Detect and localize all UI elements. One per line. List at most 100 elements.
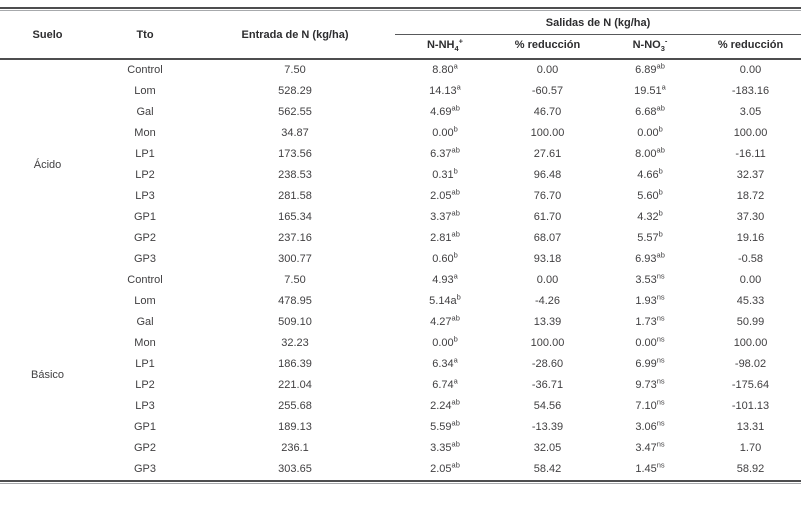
table-row: LP2 221.04 6.74a -36.71 9.73ns -175.64	[0, 375, 801, 396]
table-header: Suelo Tto Entrada de N (kg/ha) Salidas d…	[0, 11, 801, 60]
no3-cell: 0.00ns	[600, 333, 700, 354]
nh4-significance: ab	[451, 208, 460, 218]
no3-significance: ns	[656, 271, 665, 281]
table-row: LP3 255.68 2.24ab 54.56 7.10ns -101.13	[0, 396, 801, 417]
nh4-label: N-NH	[426, 39, 455, 51]
no3-value: 6.68	[635, 106, 657, 118]
reduccion-nh4-cell: 13.39	[533, 316, 562, 328]
table-row: GP2 237.16 2.81ab 68.07 5.57b 19.16	[0, 228, 801, 249]
no3-significance: ab	[656, 61, 665, 71]
reduccion-nh4-cell: 27.61	[533, 148, 562, 160]
nh4-significance: b	[453, 124, 458, 134]
reduccion-no3-cell: 19.16	[736, 232, 765, 244]
entrada-cell: 221.04	[278, 379, 312, 391]
nh4-cell: 4.69ab	[395, 102, 495, 123]
nh4-value: 8.80	[432, 64, 454, 76]
table-row: Mon 32.23 0.00b 100.00 0.00ns 100.00	[0, 333, 801, 354]
table-body: Ácido Control 7.50 8.80a 0.00 6.89ab 0.00…	[0, 59, 801, 480]
no3-cell: 1.93ns	[600, 291, 700, 312]
no3-value: 5.57	[637, 232, 659, 244]
no3-cell: 6.93ab	[600, 249, 700, 270]
table-row: GP1 189.13 5.59ab -13.39 3.06ns 13.31	[0, 417, 801, 438]
treatment-cell: GP3	[133, 253, 156, 265]
entrada-cell: 478.95	[278, 295, 312, 307]
no3-value: 6.99	[635, 358, 657, 370]
nh4-cell: 6.37ab	[395, 144, 495, 165]
table-row: GP3 303.65 2.05ab 58.42 1.45ns 58.92	[0, 459, 801, 480]
nh4-value: 0.60	[432, 253, 454, 265]
no3-superscript: -	[664, 36, 668, 46]
entrada-cell: 7.50	[284, 64, 306, 76]
entrada-cell: 189.13	[278, 421, 312, 433]
no3-value: 6.93	[635, 253, 657, 265]
nh4-significance: b	[453, 166, 458, 176]
entrada-cell: 238.53	[278, 169, 312, 181]
nh4-value: 3.35	[430, 442, 452, 454]
table-row: Lom 478.95 5.14ab -4.26 1.93ns 45.33	[0, 291, 801, 312]
treatment-cell: GP1	[133, 211, 156, 223]
column-header-suelo: Suelo	[0, 11, 95, 60]
no3-significance: ns	[656, 376, 665, 386]
table-row: LP3 281.58 2.05ab 76.70 5.60b 18.72	[0, 186, 801, 207]
entrada-cell: 562.55	[278, 106, 312, 118]
no3-value: 3.06	[635, 421, 657, 433]
no3-significance: b	[658, 229, 663, 239]
treatment-cell: GP1	[133, 421, 156, 433]
no3-value: 0.00	[635, 337, 657, 349]
entrada-cell: 509.10	[278, 316, 312, 328]
nh4-value: 14.13	[429, 85, 457, 97]
no3-cell: 4.66b	[600, 165, 700, 186]
reduccion-no3-cell: 45.33	[736, 295, 765, 307]
treatment-cell: GP3	[133, 463, 156, 475]
reduccion-no3-cell: 100.00	[733, 337, 768, 349]
entrada-cell: 303.65	[278, 463, 312, 475]
entrada-cell: 237.16	[278, 232, 312, 244]
treatment-cell: LP1	[135, 148, 155, 160]
treatment-cell: LP2	[135, 379, 155, 391]
reduccion-nh4-cell: 32.05	[533, 442, 562, 454]
nh4-cell: 6.34a	[395, 354, 495, 375]
header-row-top: Suelo Tto Entrada de N (kg/ha) Salidas d…	[0, 11, 801, 60]
nh4-cell: 4.93a	[395, 270, 495, 291]
no3-cell: 4.32b	[600, 207, 700, 228]
reduccion-no3-cell: -183.16	[731, 85, 770, 97]
reduccion-no3-cell: 50.99	[736, 316, 765, 328]
nh4-value: 2.05	[430, 190, 452, 202]
no3-cell: 8.00ab	[600, 144, 700, 165]
no3-value: 6.89	[635, 64, 657, 76]
reduccion-nh4-cell: 0.00	[536, 64, 559, 76]
no3-value: 19.51	[634, 85, 662, 97]
no3-significance: ns	[656, 439, 665, 449]
reduccion-nh4-cell: -4.26	[534, 295, 561, 307]
no3-significance: ns	[656, 313, 665, 323]
no3-cell: 5.57b	[600, 228, 700, 249]
treatment-cell: Lom	[134, 85, 156, 97]
treatment-cell: LP3	[135, 190, 155, 202]
table-sheet: Suelo Tto Entrada de N (kg/ha) Salidas d…	[0, 7, 801, 484]
nh4-value: 4.27	[430, 316, 452, 328]
no3-value: 3.53	[635, 274, 657, 286]
nh4-cell: 3.35ab	[395, 438, 495, 459]
reduccion-nh4-cell: 100.00	[530, 337, 565, 349]
treatment-cell: GP2	[133, 442, 156, 454]
nh4-cell: 5.59ab	[395, 417, 495, 438]
entrada-cell: 165.34	[278, 211, 312, 223]
no3-subscript: 3	[660, 44, 665, 54]
reduccion-nh4-cell: 96.48	[533, 169, 562, 181]
nh4-value: 3.37	[430, 211, 452, 223]
nh4-significance: a	[453, 376, 458, 386]
nh4-value: 5.14a	[429, 295, 457, 307]
reduccion-no3-cell: 58.92	[736, 463, 765, 475]
nh4-value: 6.34	[432, 358, 454, 370]
no3-value: 7.10	[635, 400, 657, 412]
no3-value: 4.66	[637, 169, 659, 181]
entrada-cell: 300.77	[278, 253, 312, 265]
reduccion-no3-cell: -98.02	[734, 358, 767, 370]
nh4-significance: ab	[451, 187, 460, 197]
table-row: GP2 236.1 3.35ab 32.05 3.47ns 1.70	[0, 438, 801, 459]
treatment-cell: LP2	[135, 169, 155, 181]
reduccion-nh4-cell: 54.56	[533, 400, 562, 412]
nh4-value: 4.69	[430, 106, 452, 118]
soil-group-label: Básico	[30, 368, 65, 381]
soil-group-label: Ácido	[33, 158, 62, 171]
